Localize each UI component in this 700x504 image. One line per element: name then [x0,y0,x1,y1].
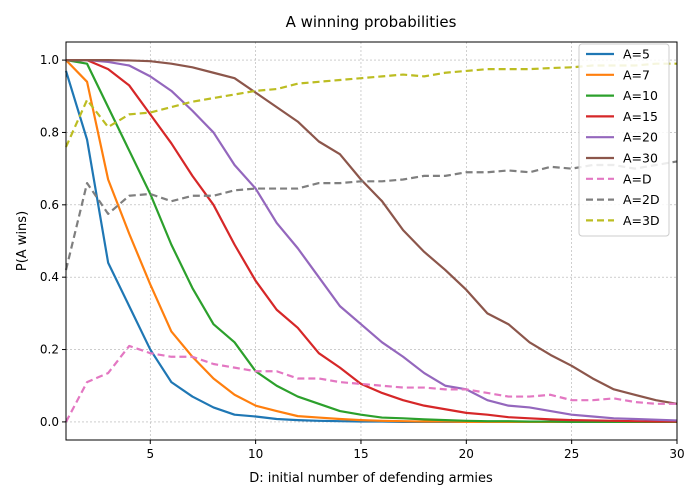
x-tick-label: 15 [353,447,368,461]
legend-label: A=10 [623,88,658,103]
x-tick-label: 10 [248,447,263,461]
y-tick-label: 0.6 [40,198,59,212]
y-tick-label: 0.2 [40,343,59,357]
grid-lines [66,42,678,440]
series-line-5 [66,58,678,422]
series-line-4 [66,58,677,423]
legend-label: A=15 [623,109,658,124]
series-line-7 [65,344,677,423]
axis-ticks: 5 10 15 20 25 30 0.0 0.2 0.4 0.6 0.8 1.0 [40,53,685,461]
series-line-9 [64,62,677,148]
legend-label: A=2D [623,192,660,207]
y-tick-label: 0.8 [40,125,59,139]
plot-frame [65,41,678,441]
legend-label: A=3D [623,213,660,228]
y-axis-label: P(A wins) [15,211,30,271]
series-lines [64,58,678,424]
legend-label: A=5 [623,47,650,62]
legend-label: A=30 [623,151,658,166]
legend: A=5 A=7 A=10 A=15 A=20 A=30 A=D A=2D A=3D [578,43,670,237]
x-axis-label: D: initial number of defending armies [249,471,493,486]
x-tick-label: 20 [459,447,474,461]
x-tick-label: 30 [669,447,684,461]
x-tick-label: 25 [564,447,579,461]
y-tick-label: 0.4 [40,270,59,284]
series-line-3 [65,59,677,424]
legend-label: A=D [623,171,652,186]
series-line-8 [64,160,678,271]
x-tick-label: 5 [146,447,154,461]
legend-box [578,43,670,237]
legend-label: A=7 [623,67,650,82]
legend-label: A=20 [623,130,658,145]
y-tick-label: 1.0 [40,53,59,67]
series-line-6 [66,58,678,405]
y-tick-label: 0.0 [40,415,59,429]
chart-title: A winning probabilities [286,13,457,31]
